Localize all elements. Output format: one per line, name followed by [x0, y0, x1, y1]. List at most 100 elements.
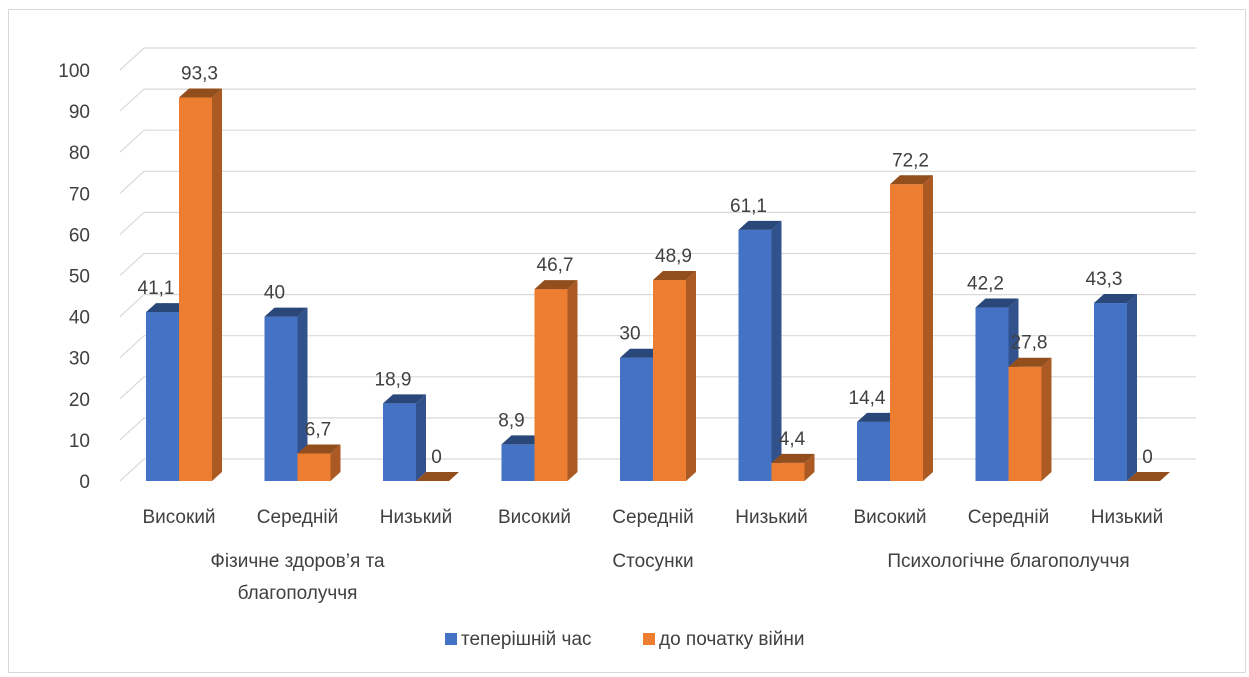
bar-front	[975, 307, 1009, 481]
data-label: 14,4	[849, 388, 886, 409]
gridline-diagonal	[119, 294, 145, 318]
bar-side	[804, 453, 815, 481]
category-label: Низький	[1091, 507, 1163, 528]
group-label: благополуччя	[238, 583, 358, 604]
bar-top	[1008, 357, 1052, 367]
bar-side	[567, 280, 578, 481]
gridline-diagonal	[119, 335, 145, 359]
category-label: Низький	[380, 507, 452, 528]
bar-front	[890, 184, 923, 481]
gridline-diagonal	[119, 417, 145, 441]
y-tick-label: 0	[79, 472, 90, 493]
gridline-diagonal	[119, 170, 145, 194]
bar-top	[416, 472, 459, 481]
gridline-diagonal	[119, 88, 145, 112]
bar-top	[975, 298, 1019, 308]
y-tick-label: 30	[69, 349, 90, 370]
category-label: Середній	[968, 507, 1049, 528]
bar-top	[890, 175, 933, 185]
gridline-diagonal	[119, 47, 145, 71]
bar-front	[857, 421, 890, 481]
data-label: 48,9	[655, 246, 692, 267]
bar-side	[771, 220, 782, 481]
bar-front	[1094, 303, 1127, 481]
bar-front	[146, 312, 179, 481]
bar-top	[738, 220, 782, 230]
bar-side	[416, 394, 426, 481]
chart-frame	[8, 9, 1246, 673]
y-tick-label: 10	[69, 431, 90, 452]
bar-top	[771, 453, 815, 463]
data-label: 40	[264, 283, 285, 304]
category-label: Високий	[853, 507, 926, 528]
group-label: Фізичне здоров’я та	[210, 551, 385, 572]
gridline-diagonal	[119, 376, 145, 400]
bar-front	[771, 462, 805, 481]
y-tick-label: 60	[69, 225, 90, 246]
bar-side	[1127, 294, 1137, 481]
bar-side	[923, 175, 933, 481]
gridline-diagonal	[119, 211, 145, 235]
bar-top	[297, 444, 341, 454]
y-tick-label: 40	[69, 308, 90, 329]
bar-front	[501, 444, 535, 481]
bar-top	[534, 280, 578, 290]
bar-front	[179, 97, 212, 482]
group-label: Стосунки	[612, 551, 693, 572]
data-label: 8,9	[498, 410, 524, 431]
data-label: 41,1	[138, 278, 175, 299]
bar-top	[146, 303, 189, 313]
data-label: 4,4	[779, 429, 806, 450]
data-label: 18,9	[375, 369, 412, 390]
bar-side	[1041, 357, 1052, 481]
bar-front	[264, 316, 298, 481]
bar-front	[653, 280, 686, 481]
y-tick-label: 70	[69, 184, 90, 205]
data-label: 46,7	[537, 255, 574, 276]
y-tick-label: 20	[69, 390, 90, 411]
category-label: Середній	[612, 507, 693, 528]
y-tick-label: 80	[69, 143, 90, 164]
data-label: 30	[619, 324, 640, 345]
gridline-diagonal	[119, 458, 145, 482]
legend-swatch	[643, 633, 655, 645]
y-tick-label: 50	[69, 267, 90, 288]
bar-side	[297, 307, 308, 481]
bar-top	[1127, 472, 1170, 481]
bar-top	[264, 307, 308, 317]
bar-side	[330, 444, 341, 481]
bar-front	[1008, 366, 1042, 481]
bar-front	[534, 289, 568, 481]
bar-side	[686, 271, 696, 481]
bar-front	[738, 229, 772, 481]
bar-top	[179, 88, 222, 98]
data-label: 43,3	[1086, 269, 1123, 290]
bar-top	[1094, 294, 1137, 304]
category-label: Середній	[257, 507, 338, 528]
legend-entry: до початку війни	[659, 629, 804, 650]
bar-front	[620, 357, 653, 481]
data-label: 27,8	[1011, 333, 1048, 354]
group-label: Психологічне благополуччя	[887, 551, 1129, 572]
legend-swatch	[445, 633, 457, 645]
bar-top	[653, 271, 696, 281]
gridline-diagonal	[119, 129, 145, 153]
bar-top	[383, 394, 426, 404]
data-label: 42,2	[967, 274, 1004, 295]
data-label: 93,3	[181, 64, 218, 85]
data-label: 72,2	[892, 150, 929, 171]
data-label: 6,7	[305, 419, 331, 440]
legend-entry: теперішній час	[461, 629, 592, 650]
bar-top	[857, 412, 900, 422]
bar-front	[383, 403, 416, 481]
data-label: 0	[431, 447, 442, 468]
y-tick-label: 100	[58, 61, 90, 82]
category-label: Високий	[498, 507, 571, 528]
bar-top	[620, 348, 663, 358]
bar-side	[212, 88, 222, 482]
category-label: Низький	[735, 507, 807, 528]
category-label: Високий	[142, 507, 215, 528]
bar-top	[501, 435, 545, 445]
gridline-diagonal	[119, 253, 145, 276]
data-label: 0	[1142, 447, 1153, 468]
